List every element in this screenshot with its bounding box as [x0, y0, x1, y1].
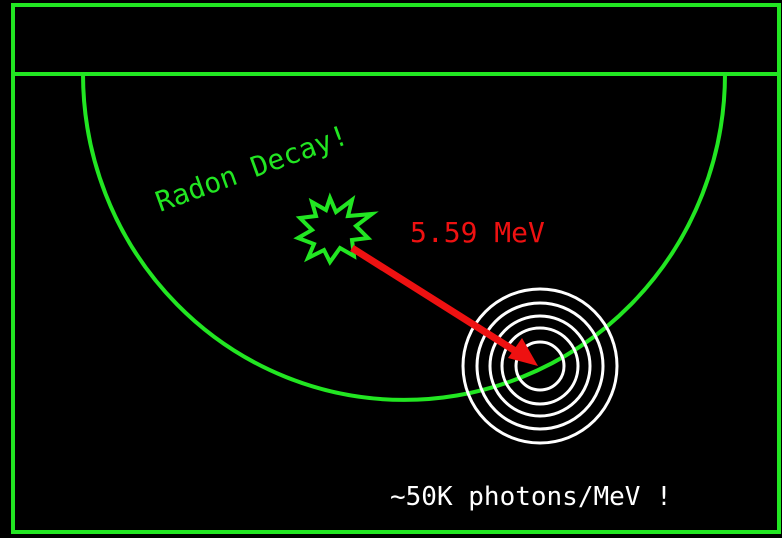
alpha-track	[350, 245, 522, 357]
ring	[461, 287, 619, 445]
detector-vessel	[81, 73, 727, 402]
decay-burst	[293, 192, 379, 266]
frame	[11, 3, 781, 534]
ring	[488, 314, 592, 418]
arrow-head	[508, 338, 538, 366]
energy-label: 5.59 MeV	[410, 216, 545, 249]
ring	[514, 340, 566, 392]
ring	[475, 301, 605, 431]
yield-label: ~50K photons/MeV !	[390, 482, 672, 512]
light-rings	[461, 287, 619, 445]
ring	[500, 326, 580, 406]
